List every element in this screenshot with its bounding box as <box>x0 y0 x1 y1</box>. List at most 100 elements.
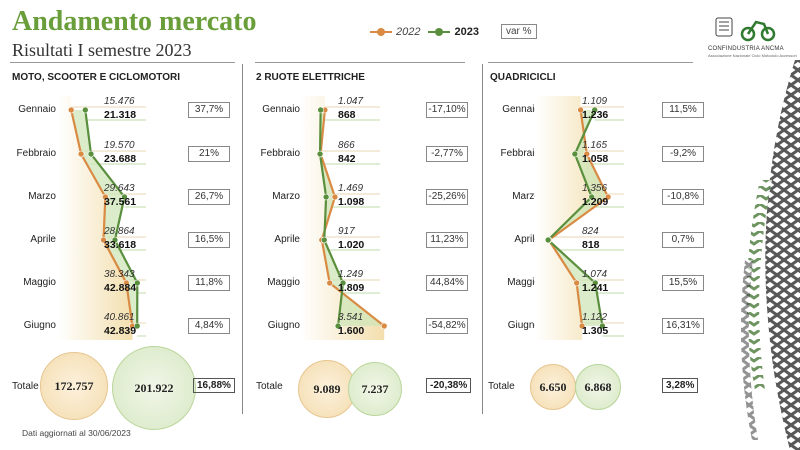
page-title: Andamento mercato <box>12 6 257 37</box>
point-2022 <box>102 193 109 201</box>
month-label: Maggio <box>23 277 56 288</box>
month-label: Giugno <box>267 320 300 331</box>
series-2023-line <box>84 109 139 327</box>
var-percent-box: 21% <box>188 146 230 162</box>
area-fill <box>58 96 133 340</box>
total-circle-2022: 9.089 <box>298 360 356 418</box>
panel-divider <box>242 64 243 414</box>
var-percent-box: 26,7% <box>188 189 230 205</box>
panel-underline <box>10 62 235 63</box>
month-label: Marzo <box>272 191 300 202</box>
panel-underline <box>255 62 465 63</box>
var-percent-box: 11,8% <box>188 275 230 291</box>
point-2023 <box>320 236 328 244</box>
month-label: Giugno <box>507 320 540 331</box>
var-percent-box: 11,23% <box>426 232 468 248</box>
total-label: Totale <box>488 381 515 392</box>
month-label: Aprile <box>30 234 56 245</box>
value-2022-label: 1.047 <box>338 96 364 107</box>
month-label: Marzo <box>512 191 540 202</box>
point-2022 <box>604 193 612 201</box>
legend-2023-label: 2023 <box>454 25 479 38</box>
value-2023-label: 868 <box>338 109 356 121</box>
value-2023-label: 1.236 <box>582 109 609 121</box>
var-percent-box: 37,7% <box>188 102 230 118</box>
point-2022 <box>583 150 591 158</box>
total-var: -20,38% <box>426 378 472 393</box>
legend-2022-swatch <box>370 27 392 37</box>
total-label: Totale <box>12 381 39 392</box>
point-2022 <box>77 150 85 158</box>
month-label: Febbraio <box>260 148 300 159</box>
point-2023 <box>599 322 606 330</box>
point-2023 <box>591 279 599 287</box>
point-2022 <box>100 236 107 244</box>
value-2023-label: 1.241 <box>582 282 609 294</box>
point-2023 <box>317 106 324 114</box>
point-2023 <box>121 193 128 201</box>
legend-2023: 2023 <box>428 25 479 38</box>
month-label: Gennaio <box>18 104 56 115</box>
point-2023 <box>571 150 579 158</box>
value-2022-label: 28.864 <box>104 226 135 237</box>
panel-underline <box>488 62 693 63</box>
value-2022-label: 917 <box>338 226 355 237</box>
point-2023 <box>133 322 141 330</box>
var-percent-box: -9,2% <box>662 146 704 162</box>
value-2023-label: 1.305 <box>582 325 609 337</box>
panel-title-quadricicli: QUADRICICLI <box>490 72 556 83</box>
month-label: Gennaio <box>502 104 540 115</box>
value-2022-label: 1.122 <box>582 312 608 323</box>
var-percent-box: -54,82% <box>426 318 468 334</box>
value-2022-label: 3.541 <box>338 312 364 323</box>
total-circle-2023: 6.868 <box>575 364 621 410</box>
point-2022 <box>67 106 75 114</box>
value-2023-label: 842 <box>338 153 356 165</box>
series-2023-line <box>546 109 604 327</box>
total-circle-2022: 6.650 <box>530 364 576 410</box>
point-2023 <box>591 106 599 114</box>
point-2023 <box>316 150 324 158</box>
total-circle-2023: 7.237 <box>348 362 402 416</box>
value-2023-label: 37.561 <box>104 196 137 208</box>
value-2023-label: 1.098 <box>338 196 365 208</box>
series-2022-line <box>319 109 385 327</box>
value-2023-label: 1.809 <box>338 282 365 294</box>
legend-2023-swatch <box>428 27 451 37</box>
tire-tread-decoration-icon <box>740 60 800 450</box>
value-2023-label: 42.884 <box>104 282 137 294</box>
value-2023-label: 1.209 <box>582 196 609 208</box>
point-2023 <box>134 279 141 287</box>
value-2022-label: 1.249 <box>338 269 364 280</box>
value-2022-label: 19.570 <box>104 140 135 151</box>
series-2023-line <box>318 109 345 327</box>
var-percent-box: -2,77% <box>426 146 468 162</box>
value-2022-label: 1.165 <box>582 140 608 151</box>
total-label: Totale <box>256 381 283 392</box>
point-2022 <box>331 193 339 201</box>
point-2023 <box>588 193 596 201</box>
month-label: Gennaio <box>262 104 300 115</box>
point-2023 <box>111 236 119 244</box>
panel-title-moto: MOTO, SCOOTER E CICLOMOTORI <box>12 72 180 83</box>
panel-title-elettriche: 2 RUOTE ELETTRICHE <box>256 72 365 83</box>
total-circle-2023: 201.922 <box>112 346 196 430</box>
point-2023 <box>334 322 342 330</box>
var-percent-box: -10,8% <box>662 189 704 205</box>
var-percent-box: 11,5% <box>662 102 704 118</box>
value-2022-label: 29.643 <box>104 183 135 194</box>
month-label: Febbraio <box>16 148 56 159</box>
var-percent-box: 4,84% <box>188 318 230 334</box>
value-2023-label: 21.318 <box>104 109 137 121</box>
value-2022-label: 1.356 <box>582 183 608 194</box>
point-2022 <box>380 322 388 330</box>
value-2022-label: 1.469 <box>338 183 364 194</box>
difference-band <box>320 110 385 326</box>
month-label: Febbraio <box>500 148 540 159</box>
var-percent-box: -17,10% <box>426 102 468 118</box>
logo-subtext: Associazione Nazionale Ciclo Motociclo A… <box>708 53 797 58</box>
total-var: 16,88% <box>193 378 235 393</box>
legend-var-label: var % <box>500 24 537 39</box>
value-2022-label: 824 <box>582 226 599 237</box>
